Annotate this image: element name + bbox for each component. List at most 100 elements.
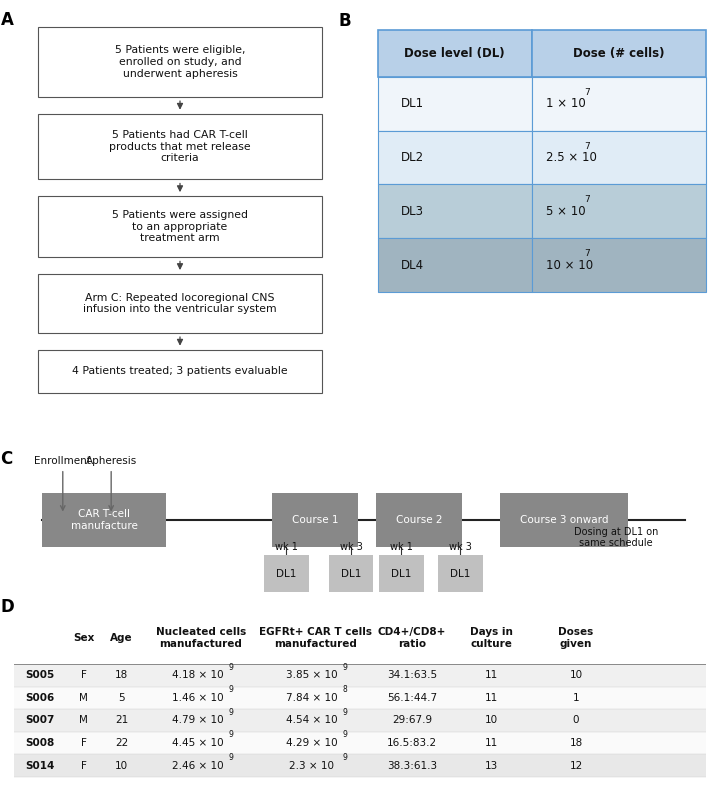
Text: 4.79 × 10: 4.79 × 10 xyxy=(172,716,223,725)
FancyBboxPatch shape xyxy=(500,493,628,547)
Text: CAR T-cell
manufacture: CAR T-cell manufacture xyxy=(71,509,138,531)
Text: 18: 18 xyxy=(115,670,128,680)
Text: Course 2: Course 2 xyxy=(395,515,442,525)
Text: 9: 9 xyxy=(342,731,347,739)
Text: DL2: DL2 xyxy=(401,151,424,164)
FancyBboxPatch shape xyxy=(532,130,706,184)
Text: 4.45 × 10: 4.45 × 10 xyxy=(172,738,223,748)
FancyBboxPatch shape xyxy=(379,555,424,592)
Text: M: M xyxy=(79,716,88,725)
Text: 10: 10 xyxy=(115,761,128,770)
FancyBboxPatch shape xyxy=(532,30,706,77)
Text: 1.46 × 10: 1.46 × 10 xyxy=(172,693,223,703)
Text: C: C xyxy=(1,450,13,468)
Text: 5 Patients had CAR T-cell
products that met release
criteria: 5 Patients had CAR T-cell products that … xyxy=(109,130,251,164)
Text: S008: S008 xyxy=(26,738,55,748)
Text: 16.5:83.2: 16.5:83.2 xyxy=(387,738,437,748)
FancyBboxPatch shape xyxy=(377,184,532,239)
Text: Course 3 onward: Course 3 onward xyxy=(520,515,608,525)
FancyBboxPatch shape xyxy=(328,555,374,592)
FancyBboxPatch shape xyxy=(14,709,706,732)
Text: Dosing at DL1 on
same schedule: Dosing at DL1 on same schedule xyxy=(574,526,658,548)
Text: DL1: DL1 xyxy=(450,569,470,578)
Text: 21: 21 xyxy=(115,716,128,725)
FancyBboxPatch shape xyxy=(377,239,532,292)
Text: Sex: Sex xyxy=(73,633,94,643)
Text: 9: 9 xyxy=(342,663,347,672)
FancyBboxPatch shape xyxy=(532,77,706,130)
Text: 7: 7 xyxy=(585,88,590,96)
Text: 22: 22 xyxy=(115,738,128,748)
Text: 5 Patients were assigned
to an appropriate
treatment arm: 5 Patients were assigned to an appropria… xyxy=(112,210,248,243)
Text: 2.5 × 10: 2.5 × 10 xyxy=(546,151,597,164)
Text: F: F xyxy=(81,670,86,680)
Text: 7.84 × 10: 7.84 × 10 xyxy=(286,693,338,703)
FancyBboxPatch shape xyxy=(37,197,323,258)
Text: DL1: DL1 xyxy=(401,97,424,110)
FancyBboxPatch shape xyxy=(264,555,308,592)
FancyBboxPatch shape xyxy=(532,239,706,292)
Text: 9: 9 xyxy=(228,731,233,739)
Text: D: D xyxy=(1,598,14,616)
Text: Course 1: Course 1 xyxy=(292,515,338,525)
Text: 29:67.9: 29:67.9 xyxy=(392,716,432,725)
FancyBboxPatch shape xyxy=(37,274,323,333)
Text: 18: 18 xyxy=(570,738,582,748)
Text: DL1: DL1 xyxy=(276,569,296,578)
Text: 11: 11 xyxy=(485,738,498,748)
Text: 9: 9 xyxy=(228,685,233,694)
FancyBboxPatch shape xyxy=(14,664,706,687)
Text: 9: 9 xyxy=(228,663,233,672)
FancyBboxPatch shape xyxy=(272,493,359,547)
Text: 3.85 × 10: 3.85 × 10 xyxy=(286,670,338,680)
Text: 9: 9 xyxy=(228,708,233,717)
Text: 8: 8 xyxy=(342,685,347,694)
Text: 4.18 × 10: 4.18 × 10 xyxy=(172,670,223,680)
FancyBboxPatch shape xyxy=(37,350,323,393)
Text: 5: 5 xyxy=(118,693,125,703)
Text: F: F xyxy=(81,761,86,770)
Text: 10: 10 xyxy=(570,670,582,680)
Text: 5 × 10: 5 × 10 xyxy=(546,205,585,218)
Text: DL4: DL4 xyxy=(401,258,424,272)
FancyBboxPatch shape xyxy=(14,754,706,777)
Text: Arm C: Repeated locoregional CNS
infusion into the ventricular system: Arm C: Repeated locoregional CNS infusio… xyxy=(84,293,276,314)
Text: S006: S006 xyxy=(26,693,55,703)
Text: Apheresis: Apheresis xyxy=(86,456,137,466)
Text: M: M xyxy=(79,693,88,703)
Text: 7: 7 xyxy=(585,141,590,151)
Text: Age: Age xyxy=(110,633,133,643)
Text: DL1: DL1 xyxy=(391,569,412,578)
Text: S007: S007 xyxy=(26,716,55,725)
Text: S014: S014 xyxy=(26,761,55,770)
Text: DL3: DL3 xyxy=(401,205,424,218)
Text: wk 3: wk 3 xyxy=(340,542,362,552)
FancyBboxPatch shape xyxy=(14,687,706,709)
Text: 56.1:44.7: 56.1:44.7 xyxy=(387,693,437,703)
Text: A: A xyxy=(1,11,14,29)
Text: 7: 7 xyxy=(585,250,590,258)
Text: Nucleated cells
manufactured: Nucleated cells manufactured xyxy=(156,627,246,649)
Text: 11: 11 xyxy=(485,693,498,703)
Text: 38.3:61.3: 38.3:61.3 xyxy=(387,761,437,770)
FancyBboxPatch shape xyxy=(532,184,706,239)
Text: CD4+/CD8+
ratio: CD4+/CD8+ ratio xyxy=(378,627,446,649)
Text: 9: 9 xyxy=(342,753,347,762)
Text: 34.1:63.5: 34.1:63.5 xyxy=(387,670,437,680)
Text: 2.3 × 10: 2.3 × 10 xyxy=(289,761,334,770)
Text: EGFRt+ CAR T cells
manufactured: EGFRt+ CAR T cells manufactured xyxy=(258,627,372,649)
Text: Enrollment: Enrollment xyxy=(35,456,91,466)
Text: 12: 12 xyxy=(570,761,582,770)
Text: wk 1: wk 1 xyxy=(390,542,413,552)
Text: F: F xyxy=(81,738,86,748)
FancyBboxPatch shape xyxy=(438,555,482,592)
Text: 4.29 × 10: 4.29 × 10 xyxy=(286,738,338,748)
Text: 1 × 10: 1 × 10 xyxy=(546,97,585,110)
FancyBboxPatch shape xyxy=(37,114,323,179)
FancyBboxPatch shape xyxy=(377,30,532,77)
Text: 4.54 × 10: 4.54 × 10 xyxy=(286,716,338,725)
Text: S005: S005 xyxy=(26,670,55,680)
Text: 9: 9 xyxy=(228,753,233,762)
Text: 2.46 × 10: 2.46 × 10 xyxy=(172,761,223,770)
Text: 13: 13 xyxy=(485,761,498,770)
